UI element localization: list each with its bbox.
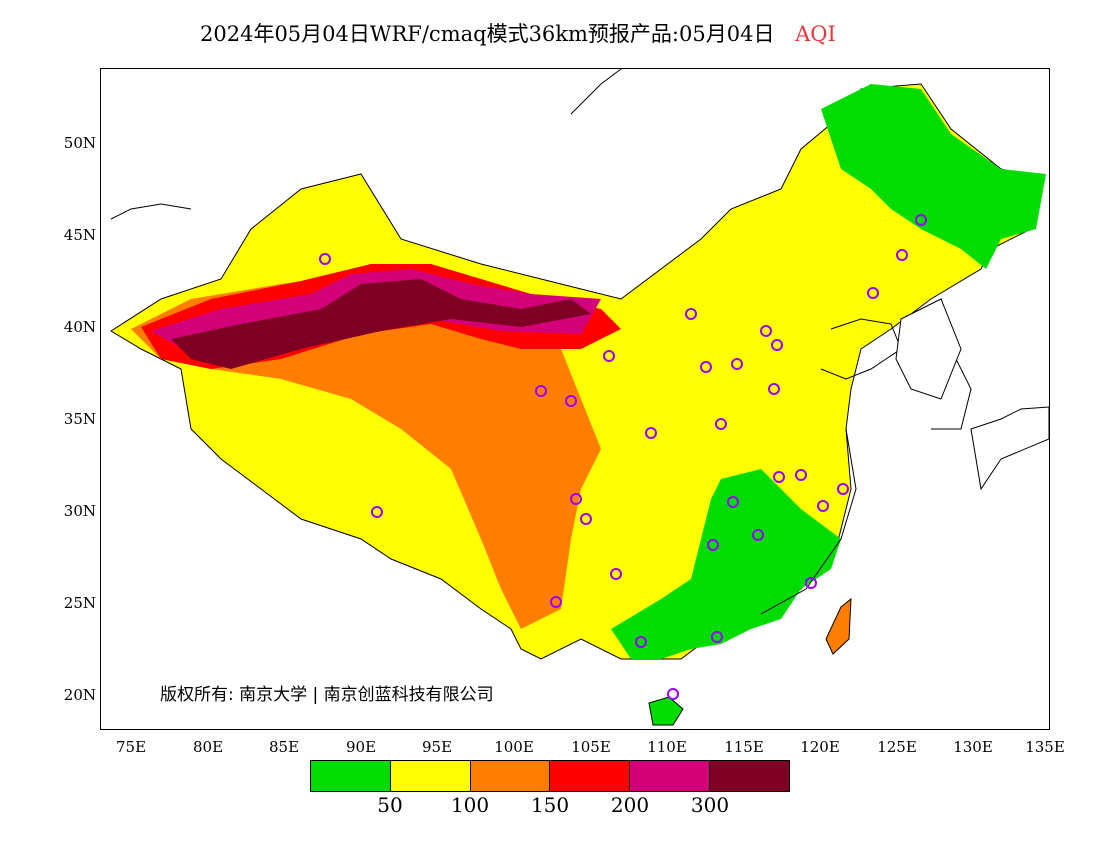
- lat-label-20n: 20N: [63, 686, 96, 704]
- lon-label-105e: 105E: [571, 738, 611, 756]
- legend-swatch-1: [390, 761, 471, 791]
- lat-label-40n: 40N: [63, 318, 96, 336]
- city-markers: [319, 214, 927, 700]
- lat-label-30n: 30N: [63, 502, 96, 520]
- lon-label-130e: 130E: [953, 738, 993, 756]
- title-variable: AQI: [795, 22, 836, 46]
- lon-label-135e: 135E: [1025, 738, 1065, 756]
- lon-label-85e: 85E: [268, 738, 300, 756]
- russia-border: [110, 69, 622, 220]
- region-aqi-gt-300: [171, 279, 591, 369]
- region-aqi-0-50-northeast: [821, 84, 1046, 269]
- lon-label-95e: 95E: [421, 738, 453, 756]
- lon-label-125e: 125E: [877, 738, 917, 756]
- lon-label-75e: 75E: [115, 738, 147, 756]
- legend-swatch-4: [630, 761, 711, 791]
- title-main: 2024年05月04日WRF/cmaq模式36km预报产品:05月04日: [200, 22, 775, 46]
- lat-label-25n: 25N: [63, 594, 96, 612]
- region-hainan: [648, 696, 684, 726]
- legend-label-100: 100: [450, 793, 490, 817]
- region-aqi-0-50-south: [611, 469, 841, 659]
- legend-label-150: 150: [530, 793, 570, 817]
- aqi-legend: [310, 760, 790, 792]
- lon-label-120e: 120E: [800, 738, 840, 756]
- map-title: 2024年05月04日WRF/cmaq模式36km预报产品:05月04日 AQI: [200, 18, 836, 48]
- legend-label-50: 50: [377, 793, 403, 817]
- legend-swatch-0: [311, 761, 391, 791]
- lon-label-90e: 90E: [345, 738, 377, 756]
- aqi-map: [100, 68, 1050, 730]
- lat-label-50n: 50N: [63, 134, 96, 152]
- legend-swatch-5: [710, 761, 789, 791]
- legend-label-200: 200: [610, 793, 650, 817]
- region-taiwan: [825, 597, 852, 655]
- legend-label-300: 300: [690, 793, 730, 817]
- lat-label-35n: 35N: [63, 410, 96, 428]
- lon-label-100e: 100E: [494, 738, 534, 756]
- copyright-text: 版权所有: 南京大学 | 南京创蓝科技有限公司: [160, 685, 494, 705]
- legend-swatch-3: [550, 761, 631, 791]
- legend-swatch-2: [470, 761, 551, 791]
- lon-label-80e: 80E: [192, 738, 224, 756]
- lon-label-115e: 115E: [724, 738, 764, 756]
- japan-outline: [970, 406, 1049, 491]
- lat-label-45n: 45N: [63, 226, 96, 244]
- map-svg: [110, 69, 1049, 726]
- korea-outline: [895, 298, 962, 400]
- lon-label-110e: 110E: [647, 738, 687, 756]
